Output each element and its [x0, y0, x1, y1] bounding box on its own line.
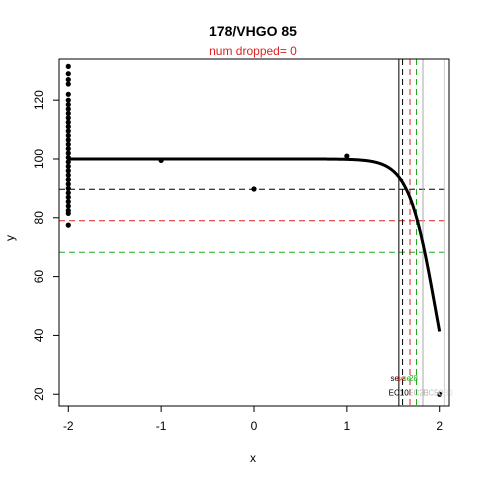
x-tick-label: 1 [344, 419, 351, 433]
data-point [65, 91, 71, 97]
data-point [251, 186, 257, 192]
fitted-curve-layer [68, 157, 442, 332]
data-point [65, 81, 71, 87]
data-point [65, 110, 71, 117]
annotation-label: se [403, 374, 412, 383]
data-point [65, 63, 71, 69]
data-point [65, 124, 71, 130]
data-point [65, 199, 71, 205]
y-tick-label: 40 [32, 328, 46, 342]
y-tick-label: 20 [32, 387, 46, 401]
x-tick-label: -1 [156, 419, 167, 433]
data-point [65, 141, 71, 147]
chart-subtitle: num dropped= 0 [209, 44, 297, 58]
data-point [65, 210, 71, 216]
annotation-label: EC10 [389, 389, 410, 398]
data-point [65, 101, 71, 108]
data-point [65, 154, 71, 161]
data-point [65, 168, 71, 174]
data-point [65, 194, 71, 200]
data-point [65, 159, 71, 165]
x-axis-label: x [250, 451, 256, 465]
data-point [65, 106, 71, 112]
data-point [65, 181, 71, 187]
data-point [65, 132, 71, 139]
data-point [65, 150, 71, 156]
x-tick-label: -2 [63, 419, 74, 433]
data-point [65, 146, 71, 152]
annotation-label: EC20 [408, 389, 429, 398]
reference-lines [59, 59, 449, 406]
data-point [65, 176, 71, 183]
y-tick-label: 120 [32, 90, 46, 110]
data-points [65, 63, 443, 397]
data-point [65, 190, 71, 196]
data-point [344, 153, 350, 159]
data-point [158, 157, 164, 164]
fitted-curve [68, 157, 442, 332]
y-tick-label: 60 [32, 270, 46, 284]
plot-frame [58, 58, 450, 407]
data-point [65, 115, 71, 121]
y-tick-label: 80 [32, 211, 46, 225]
annotation-label: EC50 [423, 389, 444, 398]
data-point [65, 71, 71, 77]
chart-title: 178/VHGO 85 [209, 23, 297, 39]
data-point [65, 203, 71, 209]
data-point [65, 172, 71, 178]
y-tick-label: 100 [32, 149, 46, 169]
data-point [65, 76, 71, 83]
data-point [65, 119, 71, 125]
annotation-label: C80 [438, 389, 453, 398]
x-tick-label: 0 [251, 419, 258, 433]
data-point [65, 222, 71, 228]
annotation-label: se [391, 374, 400, 383]
data-point [65, 163, 71, 169]
data-point [65, 185, 71, 191]
axes: -2 -1 0 1 2 20 40 60 80 100 120 [32, 90, 443, 433]
data-point [65, 137, 71, 143]
data-point [437, 391, 443, 397]
x-tick-label: 2 [436, 419, 443, 433]
data-point [65, 128, 71, 134]
annotation-label: se [397, 374, 406, 383]
annotation-label: 28 [409, 374, 418, 383]
data-point [65, 97, 71, 103]
y-axis-label: y [3, 235, 17, 241]
